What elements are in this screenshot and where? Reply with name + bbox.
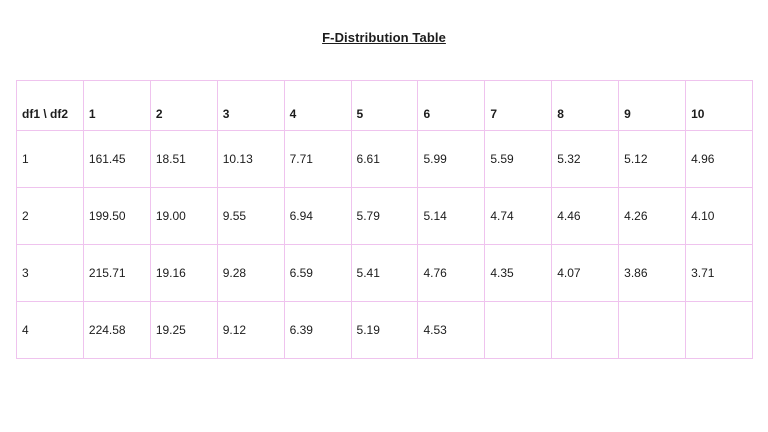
table-cell: 5.32	[551, 130, 620, 188]
table-cell: 7.71	[283, 130, 352, 188]
row-header: 4	[16, 301, 84, 359]
f-distribution-table: df1 \ df2 1 2 3 4 5 6 7 8 9 10 1 161.45 18.51 10.13 7.…	[16, 80, 753, 359]
empty-cell	[685, 301, 753, 359]
table-row: 2 199.50 19.00 9.55 6.94 5.79 5.14 4.74 4.46 4.26…	[16, 187, 753, 245]
table-cell: 6.94	[283, 187, 352, 245]
empty-cell	[484, 301, 553, 359]
table-cell: 19.25	[149, 301, 218, 359]
corner-header: df1 \ df2	[16, 80, 84, 131]
table-cell: 4.35	[484, 244, 553, 302]
table-cell: 3.71	[685, 244, 753, 302]
table-cell: 5.12	[618, 130, 687, 188]
table-cell: 4.10	[685, 187, 753, 245]
table-cell: 4.53	[417, 301, 486, 359]
row-header: 3	[16, 244, 84, 302]
table-row: 3 215.71 19.16 9.28 6.59 5.41 4.76 4.35 4.07 3.86…	[16, 244, 753, 302]
table-cell: 4.26	[618, 187, 687, 245]
table-cell: 3.86	[618, 244, 687, 302]
table-cell: 4.76	[417, 244, 486, 302]
table-cell: 9.28	[216, 244, 285, 302]
column-header: 10	[685, 80, 753, 131]
table-cell: 6.39	[283, 301, 352, 359]
table-cell: 6.61	[350, 130, 419, 188]
column-header: 5	[350, 80, 419, 131]
column-header: 7	[484, 80, 553, 131]
table-cell: 5.79	[350, 187, 419, 245]
table-cell: 224.58	[82, 301, 151, 359]
table-cell: 9.12	[216, 301, 285, 359]
table-cell: 5.19	[350, 301, 419, 359]
table-cell: 5.14	[417, 187, 486, 245]
table-cell: 161.45	[82, 130, 151, 188]
table-cell: 6.59	[283, 244, 352, 302]
table-cell: 4.74	[484, 187, 553, 245]
table-body: 1 161.45 18.51 10.13 7.71 6.61 5.99 5.59 5.32 5.1…	[16, 130, 753, 359]
column-header: 9	[618, 80, 687, 131]
table-cell: 19.16	[149, 244, 218, 302]
table-cell: 4.07	[551, 244, 620, 302]
table-cell: 215.71	[82, 244, 151, 302]
table-cell: 5.59	[484, 130, 553, 188]
table-row: 4 224.58 19.25 9.12 6.39 5.19 4.53	[16, 301, 753, 359]
column-header: 2	[149, 80, 218, 131]
table-cell: 5.41	[350, 244, 419, 302]
column-header: 3	[216, 80, 285, 131]
column-header: 1	[82, 80, 151, 131]
page-title: F-Distribution Table	[322, 30, 446, 45]
table-cell: 10.13	[216, 130, 285, 188]
empty-cell	[618, 301, 687, 359]
header-row: df1 \ df2 1 2 3 4 5 6 7 8 9 10	[16, 80, 753, 131]
table-cell: 4.46	[551, 187, 620, 245]
table-cell: 199.50	[82, 187, 151, 245]
table-cell: 19.00	[149, 187, 218, 245]
row-header: 2	[16, 187, 84, 245]
table-cell: 5.99	[417, 130, 486, 188]
table-cell: 18.51	[149, 130, 218, 188]
table-cell: 4.96	[685, 130, 753, 188]
column-header: 6	[417, 80, 486, 131]
table-header: df1 \ df2 1 2 3 4 5 6 7 8 9 10	[16, 80, 753, 131]
empty-cell	[551, 301, 620, 359]
column-header: 4	[283, 80, 352, 131]
row-header: 1	[16, 130, 84, 188]
table-row: 1 161.45 18.51 10.13 7.71 6.61 5.99 5.59 5.32 5.1…	[16, 130, 753, 188]
column-header: 8	[551, 80, 620, 131]
table-cell: 9.55	[216, 187, 285, 245]
